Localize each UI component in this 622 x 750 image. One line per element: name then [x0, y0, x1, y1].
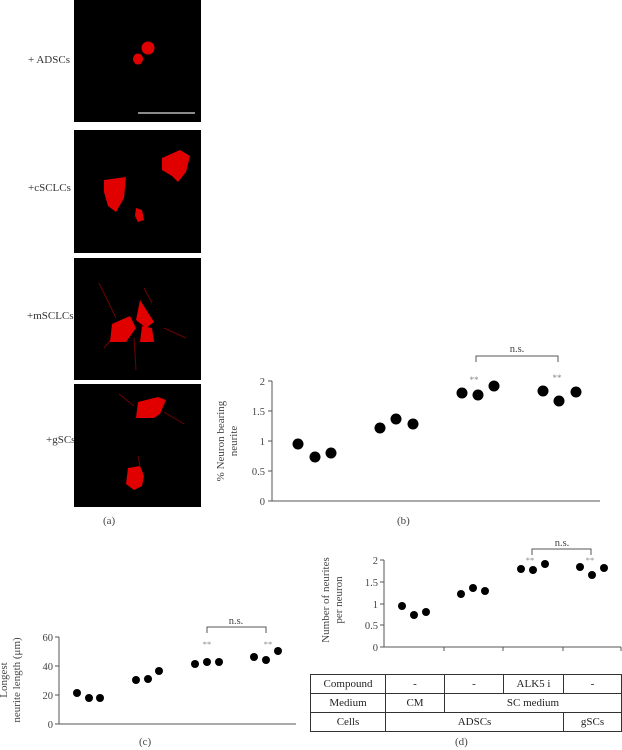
panel-c-letter: (c): [139, 736, 152, 748]
panel-a-letter: (a): [103, 515, 116, 527]
table-row-medium: Medium CM SC medium: [310, 693, 622, 713]
ns-d: n.s.: [555, 540, 570, 549]
cell-compound-2: -: [444, 674, 504, 694]
points-d: [398, 560, 608, 619]
ytick-d-1.5: 1.5: [365, 578, 378, 589]
ns-c: n.s.: [229, 616, 244, 627]
ytick-b-0: 0: [260, 497, 265, 508]
row-label-csclcs: +cSCLCs: [28, 182, 71, 194]
micrograph-csclcs: [74, 130, 201, 253]
ylabel-c-line1: Longest: [0, 662, 10, 697]
row-label-adscs: + ADSCs: [28, 54, 70, 66]
bracket-c: [206, 626, 267, 633]
conditions-table: Compound - - ALK5 i - Medium CM SC mediu…: [310, 674, 622, 732]
sig-d-4: **: [586, 555, 595, 565]
cell-medium-cm: CM: [385, 693, 445, 713]
row-header-compound: Compound: [310, 674, 386, 694]
row-label-msclcs: +mSCLCs: [27, 310, 74, 322]
micrograph-adscs: [74, 0, 201, 122]
micrograph-gscs: [74, 384, 201, 507]
bracket-b: [475, 355, 559, 362]
ytick-c-60: 60: [43, 633, 54, 644]
row-label-gscs: +gSCs: [46, 434, 76, 446]
ytick-c-0: 0: [48, 720, 53, 730]
cell-compound-3: ALK5 i: [503, 674, 564, 694]
ylabel-b-line2: neurite: [228, 426, 240, 457]
sig-b-4: **: [553, 373, 563, 383]
chart-d: 2 1.5 1 0.5 0 Number of neurites per neu…: [320, 540, 622, 654]
row-header-cells: Cells: [310, 712, 386, 732]
ytick-b-1: 1: [260, 437, 265, 448]
cell-cells-gscs: gSCs: [563, 712, 622, 732]
ytick-c-20: 20: [43, 691, 54, 702]
bracket-d: [531, 548, 592, 555]
points-c: [73, 647, 282, 702]
panel-d-letter: (d): [455, 736, 468, 748]
ytick-d-0.5: 0.5: [365, 621, 378, 632]
sig-c-3: **: [203, 639, 212, 649]
row-header-medium: Medium: [310, 693, 386, 713]
cell-compound-1: -: [385, 674, 445, 694]
ns-b: n.s.: [510, 344, 525, 355]
points-b: [292, 380, 582, 463]
ytick-c-40: 40: [43, 662, 54, 673]
ylabel-b-line1: % Neuron bearing: [215, 400, 227, 481]
ytick-d-1: 1: [373, 600, 378, 611]
sig-d-3: **: [526, 555, 535, 565]
ylabel-d-line2: per neuron: [333, 576, 345, 624]
micrograph-msclcs: [74, 258, 201, 380]
cell-compound-4: -: [563, 674, 622, 694]
table-row-cells: Cells ADSCs gSCs: [310, 712, 622, 732]
ytick-b-0.5: 0.5: [252, 467, 265, 478]
ytick-d-0: 0: [373, 643, 378, 654]
cell-medium-sc: SC medium: [444, 693, 622, 713]
cell-cells-adscs: ADSCs: [385, 712, 564, 732]
chart-c: 60 40 20 0 Longest neurite length (μm) *…: [0, 616, 296, 730]
sig-c-4: **: [264, 639, 273, 649]
ylabel-c-line2: neurite length (μm): [11, 637, 23, 723]
ytick-b-1.5: 1.5: [252, 407, 265, 418]
panel-b-letter: (b): [397, 515, 410, 527]
ytick-b-2: 2: [260, 377, 265, 388]
ylabel-d-line1: Number of neurites: [320, 557, 332, 643]
sig-b-3: **: [470, 375, 480, 385]
chart-b: 2 1.5 1 0.5 0 % Neuron bearing neurite *…: [215, 344, 600, 508]
table-row-compound: Compound - - ALK5 i -: [310, 674, 622, 694]
ytick-d-2: 2: [373, 556, 378, 567]
